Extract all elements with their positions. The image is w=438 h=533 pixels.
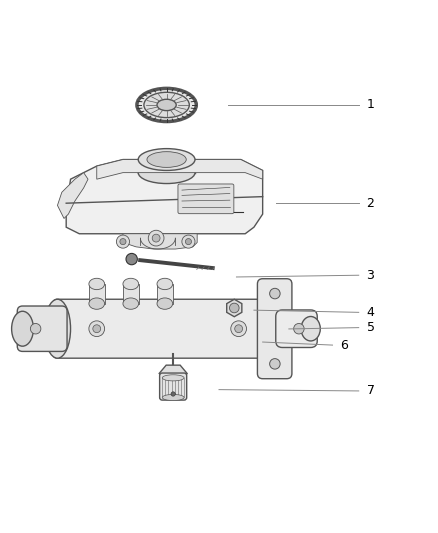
Circle shape bbox=[230, 303, 239, 313]
Ellipse shape bbox=[137, 88, 196, 122]
Circle shape bbox=[185, 239, 191, 245]
Ellipse shape bbox=[89, 298, 105, 309]
Ellipse shape bbox=[147, 152, 186, 167]
Ellipse shape bbox=[138, 161, 195, 183]
Ellipse shape bbox=[12, 311, 33, 346]
Circle shape bbox=[30, 324, 41, 334]
Circle shape bbox=[152, 234, 160, 242]
Circle shape bbox=[120, 239, 126, 245]
Ellipse shape bbox=[162, 375, 184, 381]
Circle shape bbox=[126, 253, 138, 265]
Polygon shape bbox=[66, 159, 263, 234]
Ellipse shape bbox=[157, 278, 173, 289]
Circle shape bbox=[235, 325, 243, 333]
Polygon shape bbox=[57, 173, 88, 219]
FancyBboxPatch shape bbox=[159, 373, 187, 400]
FancyBboxPatch shape bbox=[178, 184, 234, 214]
Text: 4: 4 bbox=[367, 306, 374, 319]
Text: 2: 2 bbox=[367, 197, 374, 209]
Circle shape bbox=[171, 392, 175, 396]
Ellipse shape bbox=[123, 298, 139, 309]
Circle shape bbox=[270, 359, 280, 369]
Ellipse shape bbox=[138, 149, 195, 171]
Text: 7: 7 bbox=[367, 384, 374, 398]
Circle shape bbox=[293, 324, 304, 334]
Polygon shape bbox=[97, 159, 263, 179]
Ellipse shape bbox=[89, 278, 105, 289]
Ellipse shape bbox=[123, 278, 139, 289]
Circle shape bbox=[148, 230, 164, 246]
Text: 5: 5 bbox=[367, 321, 374, 334]
Circle shape bbox=[270, 288, 280, 299]
FancyBboxPatch shape bbox=[258, 279, 292, 379]
Ellipse shape bbox=[157, 298, 173, 309]
Polygon shape bbox=[123, 234, 197, 249]
Circle shape bbox=[182, 235, 195, 248]
Bar bbox=[123, 284, 139, 304]
Ellipse shape bbox=[162, 394, 184, 400]
Polygon shape bbox=[227, 299, 242, 317]
Ellipse shape bbox=[157, 99, 176, 111]
Circle shape bbox=[93, 325, 101, 333]
Bar bbox=[157, 284, 173, 304]
Text: 6: 6 bbox=[340, 338, 348, 352]
FancyBboxPatch shape bbox=[17, 306, 67, 351]
Text: 3: 3 bbox=[367, 269, 374, 282]
Circle shape bbox=[89, 321, 105, 336]
Polygon shape bbox=[159, 365, 187, 382]
Circle shape bbox=[117, 235, 130, 248]
FancyBboxPatch shape bbox=[53, 299, 272, 358]
Ellipse shape bbox=[144, 92, 189, 118]
Text: 1: 1 bbox=[367, 99, 374, 111]
Circle shape bbox=[231, 321, 247, 336]
Ellipse shape bbox=[44, 299, 71, 358]
FancyBboxPatch shape bbox=[276, 310, 317, 348]
Bar bbox=[89, 284, 105, 304]
Ellipse shape bbox=[301, 317, 320, 341]
